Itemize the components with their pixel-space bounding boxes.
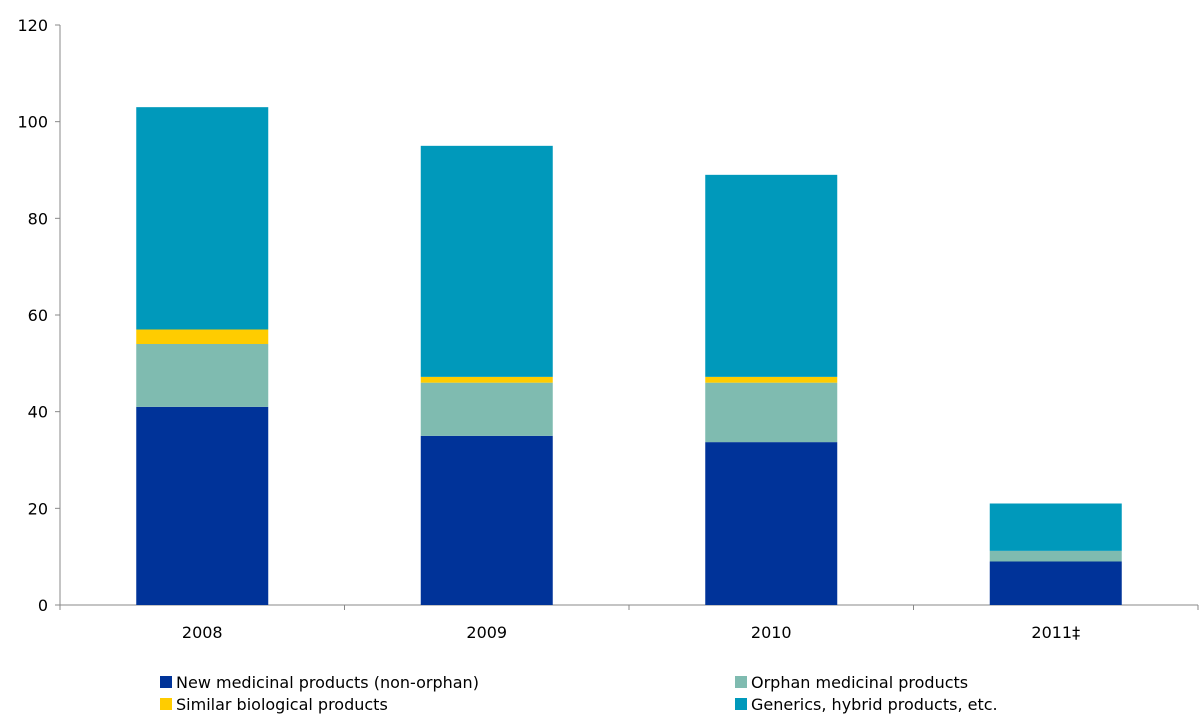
bar-segment-2008-series-2 — [136, 329, 269, 344]
bar-segment-2011-series-3 — [989, 503, 1122, 551]
x-tick-label: 2010 — [751, 623, 792, 642]
bar-segment-2008-series-1 — [136, 344, 269, 407]
bar-segment-2008-series-3 — [136, 107, 269, 330]
stacked-bar-chart: 0 20 40 60 80 100 120 2008 2009 2010 2011‡ — [17, 16, 1199, 642]
y-tick-label: 120 — [17, 16, 48, 35]
legend-swatch-orphan — [735, 676, 747, 688]
bar-segment-2010-series-2 — [705, 376, 838, 383]
legend-item-new-medicinal: New medicinal products (non-orphan) — [160, 672, 479, 692]
y-tick-label: 0 — [38, 596, 48, 615]
legend-item-generics: Generics, hybrid products, etc. — [735, 694, 998, 714]
bar-segment-2008-series-0 — [136, 406, 269, 605]
bar-segment-2010-series-3 — [705, 174, 838, 377]
legend-swatch-generics — [735, 698, 747, 710]
legend-item-orphan: Orphan medicinal products — [735, 672, 968, 692]
legend-label-orphan: Orphan medicinal products — [751, 672, 969, 692]
y-tick-label: 100 — [17, 113, 48, 132]
x-tick-label: 2011‡ — [1031, 623, 1080, 642]
bar-segment-2011-series-0 — [989, 561, 1122, 605]
legend-item-similar-biological: Similar biological products — [160, 694, 388, 714]
legend: New medicinal products (non-orphan) Orph… — [160, 672, 1060, 714]
legend-label-similar-biological: Similar biological products — [176, 694, 388, 714]
bar-segment-2010-series-0 — [705, 442, 838, 605]
bar-segment-2011-series-1 — [989, 550, 1122, 562]
x-tick-label: 2009 — [466, 623, 507, 642]
bar-segment-2010-series-1 — [705, 382, 838, 443]
bar-segment-2009-series-0 — [420, 435, 553, 605]
legend-swatch-similar-biological — [160, 698, 172, 710]
y-tick-label: 80 — [28, 209, 48, 228]
bar-segment-2009-series-1 — [420, 382, 553, 436]
y-tick-label: 40 — [28, 403, 48, 422]
y-tick-label: 20 — [28, 499, 48, 518]
legend-label-generics: Generics, hybrid products, etc. — [751, 694, 998, 714]
x-tick-label: 2008 — [182, 623, 223, 642]
bar-segment-2009-series-3 — [420, 145, 553, 377]
legend-swatch-new-medicinal — [160, 676, 172, 688]
bar-segment-2009-series-2 — [420, 376, 553, 383]
y-tick-label: 60 — [28, 306, 48, 325]
legend-label-new-medicinal: New medicinal products (non-orphan) — [176, 672, 479, 692]
